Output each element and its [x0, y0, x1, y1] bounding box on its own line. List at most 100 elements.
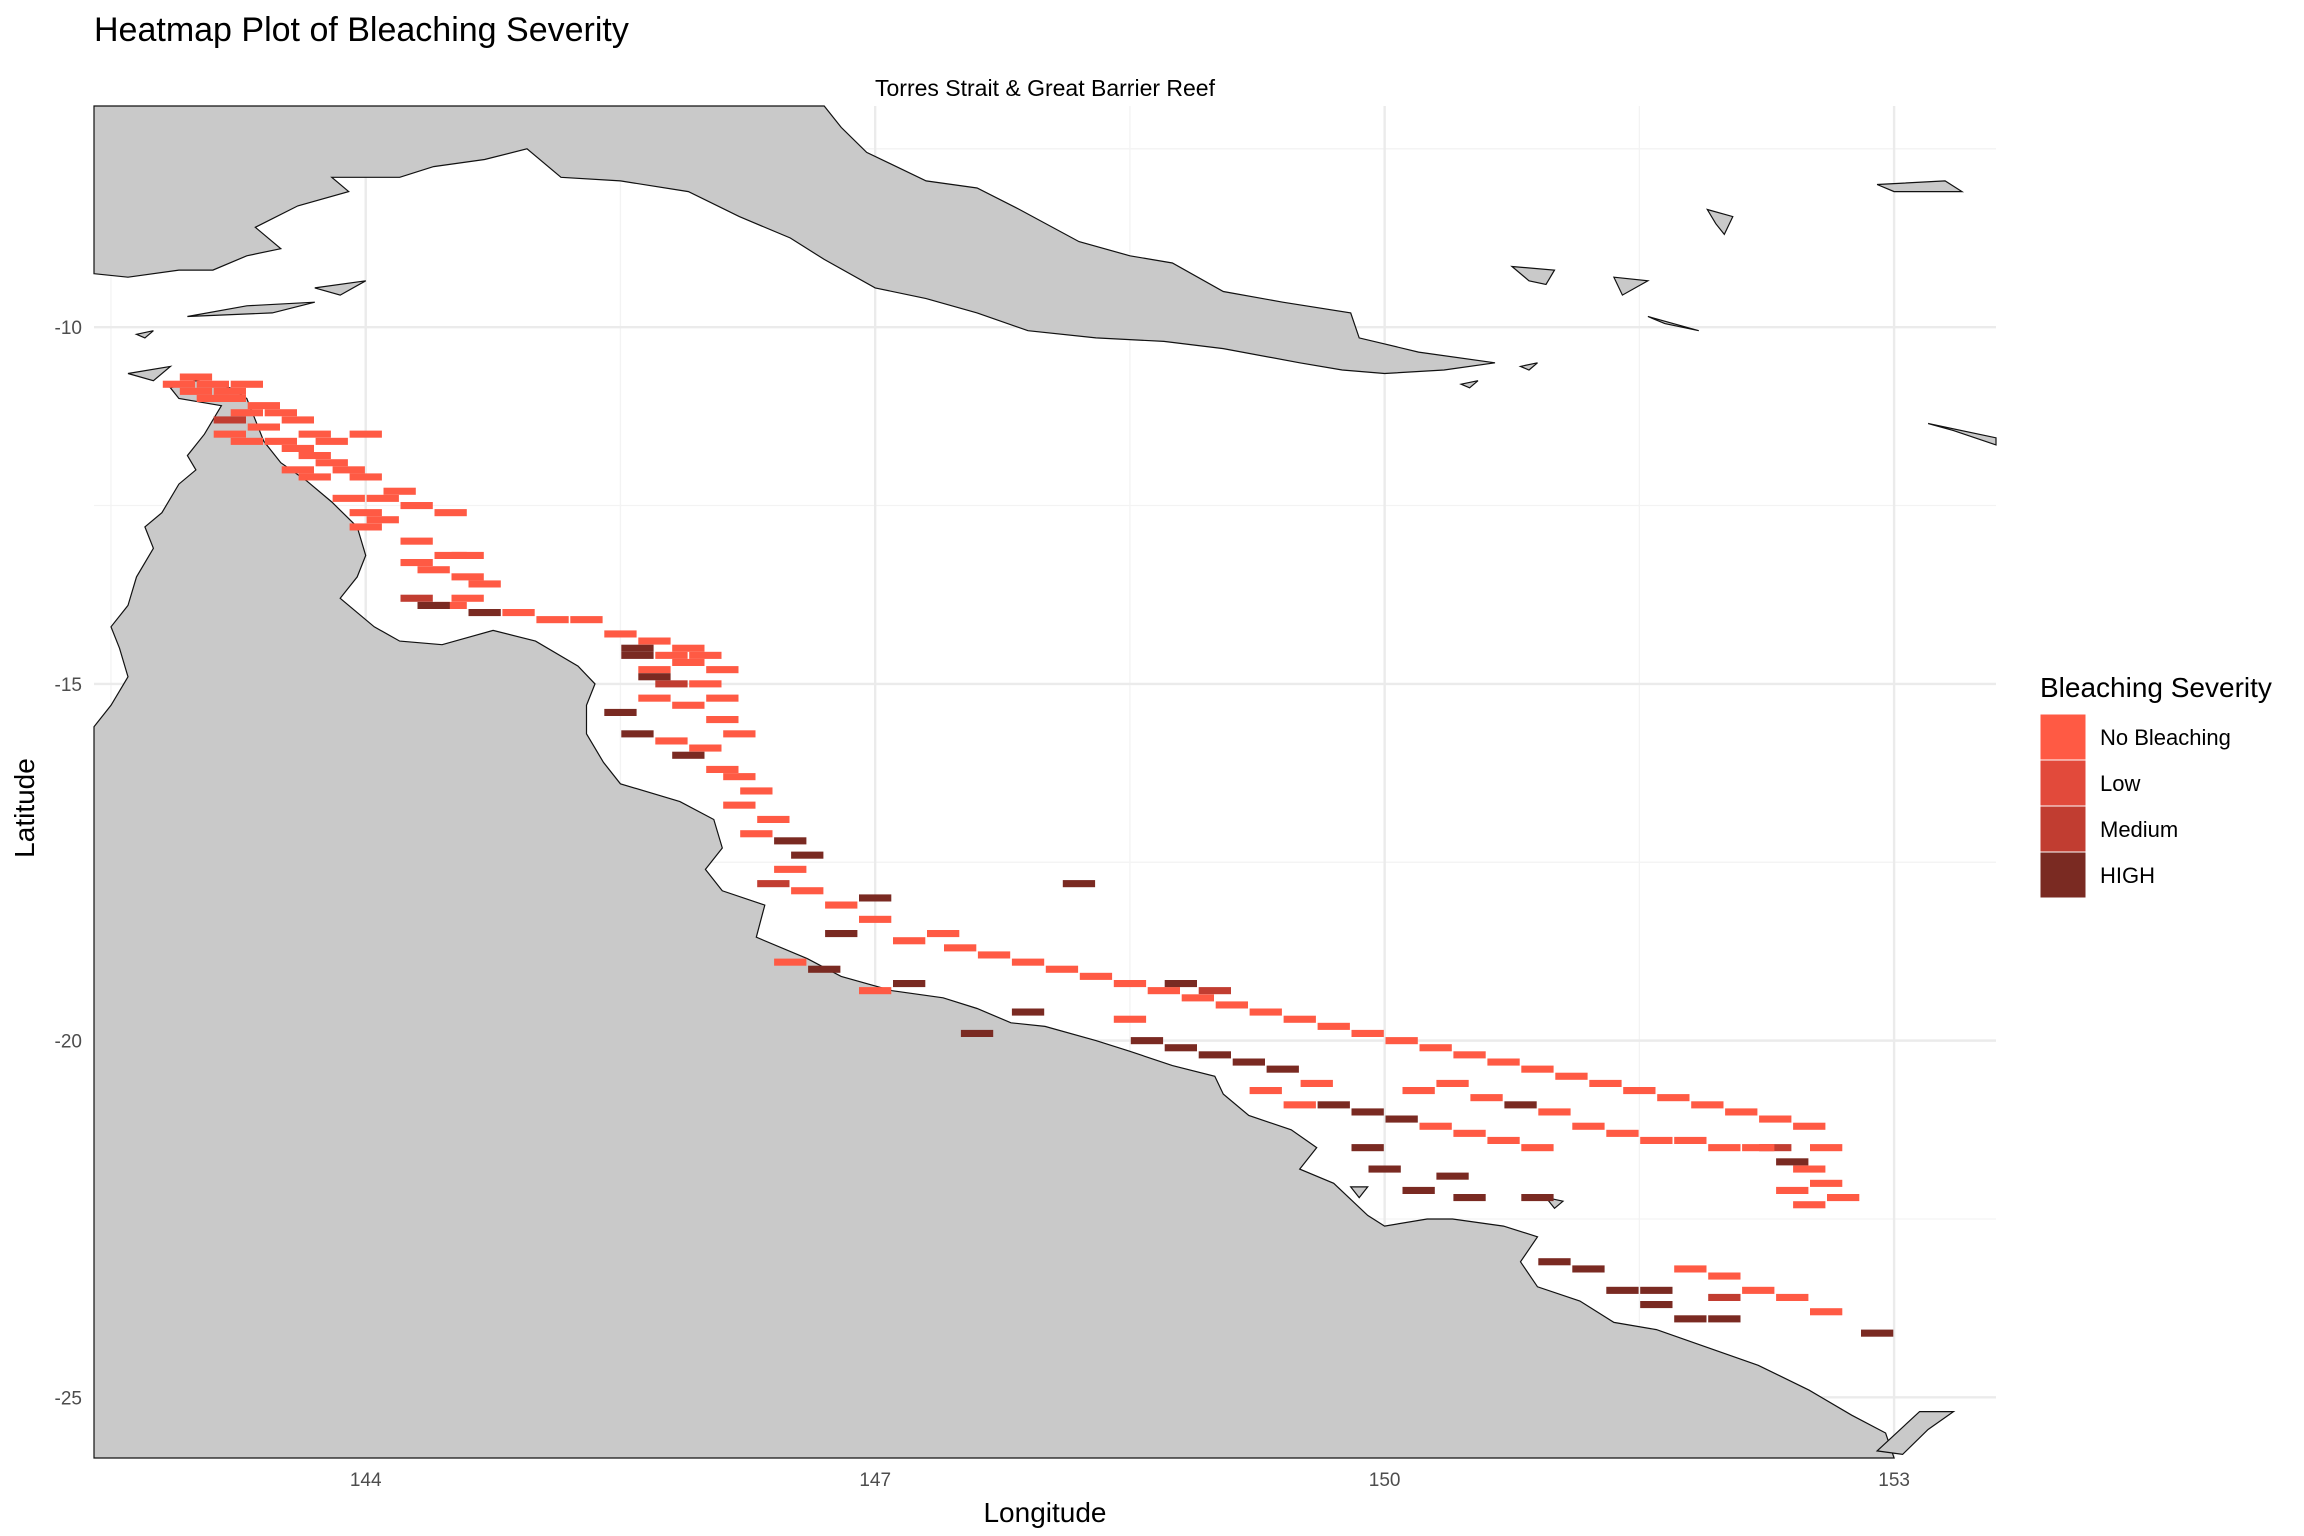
- heatmap-cell-none: [825, 901, 858, 909]
- heatmap-cell-none: [196, 394, 229, 402]
- island: [187, 301, 315, 318]
- y-axis-ticks: -10 -15 -20 -25: [55, 318, 82, 1409]
- heatmap-cell-none: [264, 437, 297, 445]
- heatmap-cell-none: [1742, 1286, 1775, 1294]
- heatmap-cell-none: [1419, 1122, 1452, 1130]
- heatmap-cell-high: [1606, 1286, 1639, 1294]
- island: [1876, 180, 1965, 193]
- heatmap-cell-none: [672, 658, 705, 666]
- heatmap-cell-none: [1776, 1186, 1809, 1194]
- heatmap-cell-high: [1164, 1044, 1197, 1052]
- heatmap-cell-none: [740, 830, 773, 838]
- heatmap-cell-none: [723, 773, 756, 781]
- heatmap-cell-high: [1538, 1258, 1571, 1266]
- heatmap-cell-none: [332, 466, 365, 474]
- heatmap-cell-none: [536, 616, 569, 624]
- heatmap-cell-none: [1759, 1115, 1792, 1123]
- heatmap-cell-high: [1521, 1194, 1554, 1202]
- heatmap-cell-none: [400, 559, 433, 567]
- heatmap-cell-none: [366, 516, 399, 524]
- heatmap-cell-high: [1708, 1315, 1741, 1323]
- heatmap-cell-none: [213, 394, 246, 402]
- heatmap-cell-none: [672, 701, 705, 709]
- heatmap-cell-high: [621, 730, 654, 738]
- heatmap-cell-none: [723, 730, 756, 738]
- y-tick-label: -20: [55, 1032, 82, 1053]
- heatmap-cell-none: [162, 380, 196, 388]
- island: [1459, 380, 1479, 389]
- legend-label-none: No Bleaching: [2100, 725, 2231, 750]
- heatmap-cell-none: [1113, 1015, 1147, 1023]
- x-tick-label: 153: [1878, 1470, 1910, 1491]
- heatmap-cell-high: [1402, 1186, 1435, 1194]
- heatmap-cell-none: [1555, 1072, 1588, 1080]
- heatmap-cell-none: [1589, 1079, 1622, 1087]
- heatmap-cell-none: [451, 551, 484, 559]
- heatmap-cell-none: [1640, 1136, 1673, 1144]
- heatmap-cell-high: [1130, 1037, 1164, 1045]
- heatmap-cell-none: [893, 937, 926, 945]
- y-tick-label: -10: [55, 318, 82, 339]
- heatmap-cell-none: [1079, 972, 1113, 980]
- heatmap-cell-none: [655, 651, 688, 659]
- heatmap-cell-high: [1436, 1172, 1469, 1180]
- heatmap-cell-high: [621, 651, 654, 659]
- heatmap-cell-none: [977, 951, 1011, 959]
- heatmap-cell-none: [1215, 1001, 1248, 1009]
- heatmap-cell-none: [1045, 965, 1079, 973]
- heatmap-cell-high: [825, 930, 858, 938]
- heatmap-cell-none: [1572, 1122, 1605, 1130]
- island: [127, 365, 173, 382]
- x-tick-label: 147: [859, 1470, 891, 1491]
- heatmap-cell-none: [1793, 1122, 1826, 1130]
- heatmap-cell-none: [502, 609, 535, 617]
- heatmap-cell-none: [944, 944, 977, 952]
- heatmap-cell-medium: [400, 594, 433, 602]
- island: [1927, 422, 1997, 446]
- heatmap-cell-none: [349, 509, 382, 517]
- plot-panel: [93, 105, 1997, 1459]
- heatmap-cell-none: [1708, 1272, 1741, 1280]
- heatmap-cell-high: [1198, 1051, 1231, 1059]
- x-tick-label: 150: [1369, 1470, 1401, 1491]
- heatmap-cell-medium: [1198, 987, 1231, 995]
- heatmap-cell-medium: [655, 680, 688, 688]
- heatmap-cell-none: [638, 666, 671, 674]
- heatmap-cell-high: [1062, 880, 1096, 888]
- island: [134, 330, 154, 339]
- heatmap-cell-none: [298, 452, 331, 460]
- new-guinea-landmass: [93, 105, 1496, 375]
- legend-key-none: [2039, 713, 2087, 761]
- heatmap-cell-none: [1623, 1087, 1656, 1095]
- heatmap-cell-none: [638, 694, 671, 702]
- heatmap-cell-none: [247, 402, 280, 410]
- heatmap-cell-none: [1725, 1108, 1758, 1116]
- heatmap-cell-high: [893, 980, 926, 988]
- heatmap-cell-none: [1436, 1079, 1469, 1087]
- heatmap-cell-none: [1521, 1144, 1554, 1152]
- heatmap-cell-none: [1147, 987, 1180, 995]
- island: [314, 280, 366, 296]
- heatmap-cell-high: [638, 673, 671, 681]
- heatmap-cell-none: [1113, 980, 1147, 988]
- island: [1647, 315, 1699, 332]
- heatmap-cell-none: [434, 601, 467, 609]
- legend-label-low: Low: [2100, 771, 2140, 796]
- heatmap-cell-none: [349, 523, 382, 531]
- heatmap-cell-none: [281, 416, 314, 424]
- heatmap-cell-high: [604, 708, 637, 716]
- heatmap-cell-none: [859, 987, 892, 995]
- heatmap-cell-none: [672, 644, 705, 652]
- heatmap-cell-high: [1504, 1101, 1537, 1109]
- heatmap-cell-none: [1776, 1293, 1809, 1301]
- island: [1518, 362, 1538, 371]
- heatmap-cell-none: [1708, 1144, 1741, 1152]
- heatmap-cell-none: [1300, 1079, 1333, 1087]
- heatmap-cell-high: [1572, 1265, 1605, 1273]
- heatmap-cell-high: [960, 1029, 994, 1037]
- heatmap-cell-none: [298, 430, 331, 438]
- island: [1510, 265, 1556, 286]
- heatmap-cell-high: [621, 644, 654, 652]
- heatmap-cell-none: [604, 630, 637, 638]
- heatmap-cell-medium: [1759, 1144, 1792, 1152]
